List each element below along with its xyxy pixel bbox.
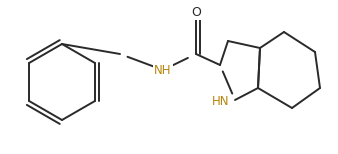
Text: O: O: [191, 6, 201, 18]
Text: NH: NH: [154, 63, 172, 77]
Text: HN: HN: [212, 95, 229, 107]
